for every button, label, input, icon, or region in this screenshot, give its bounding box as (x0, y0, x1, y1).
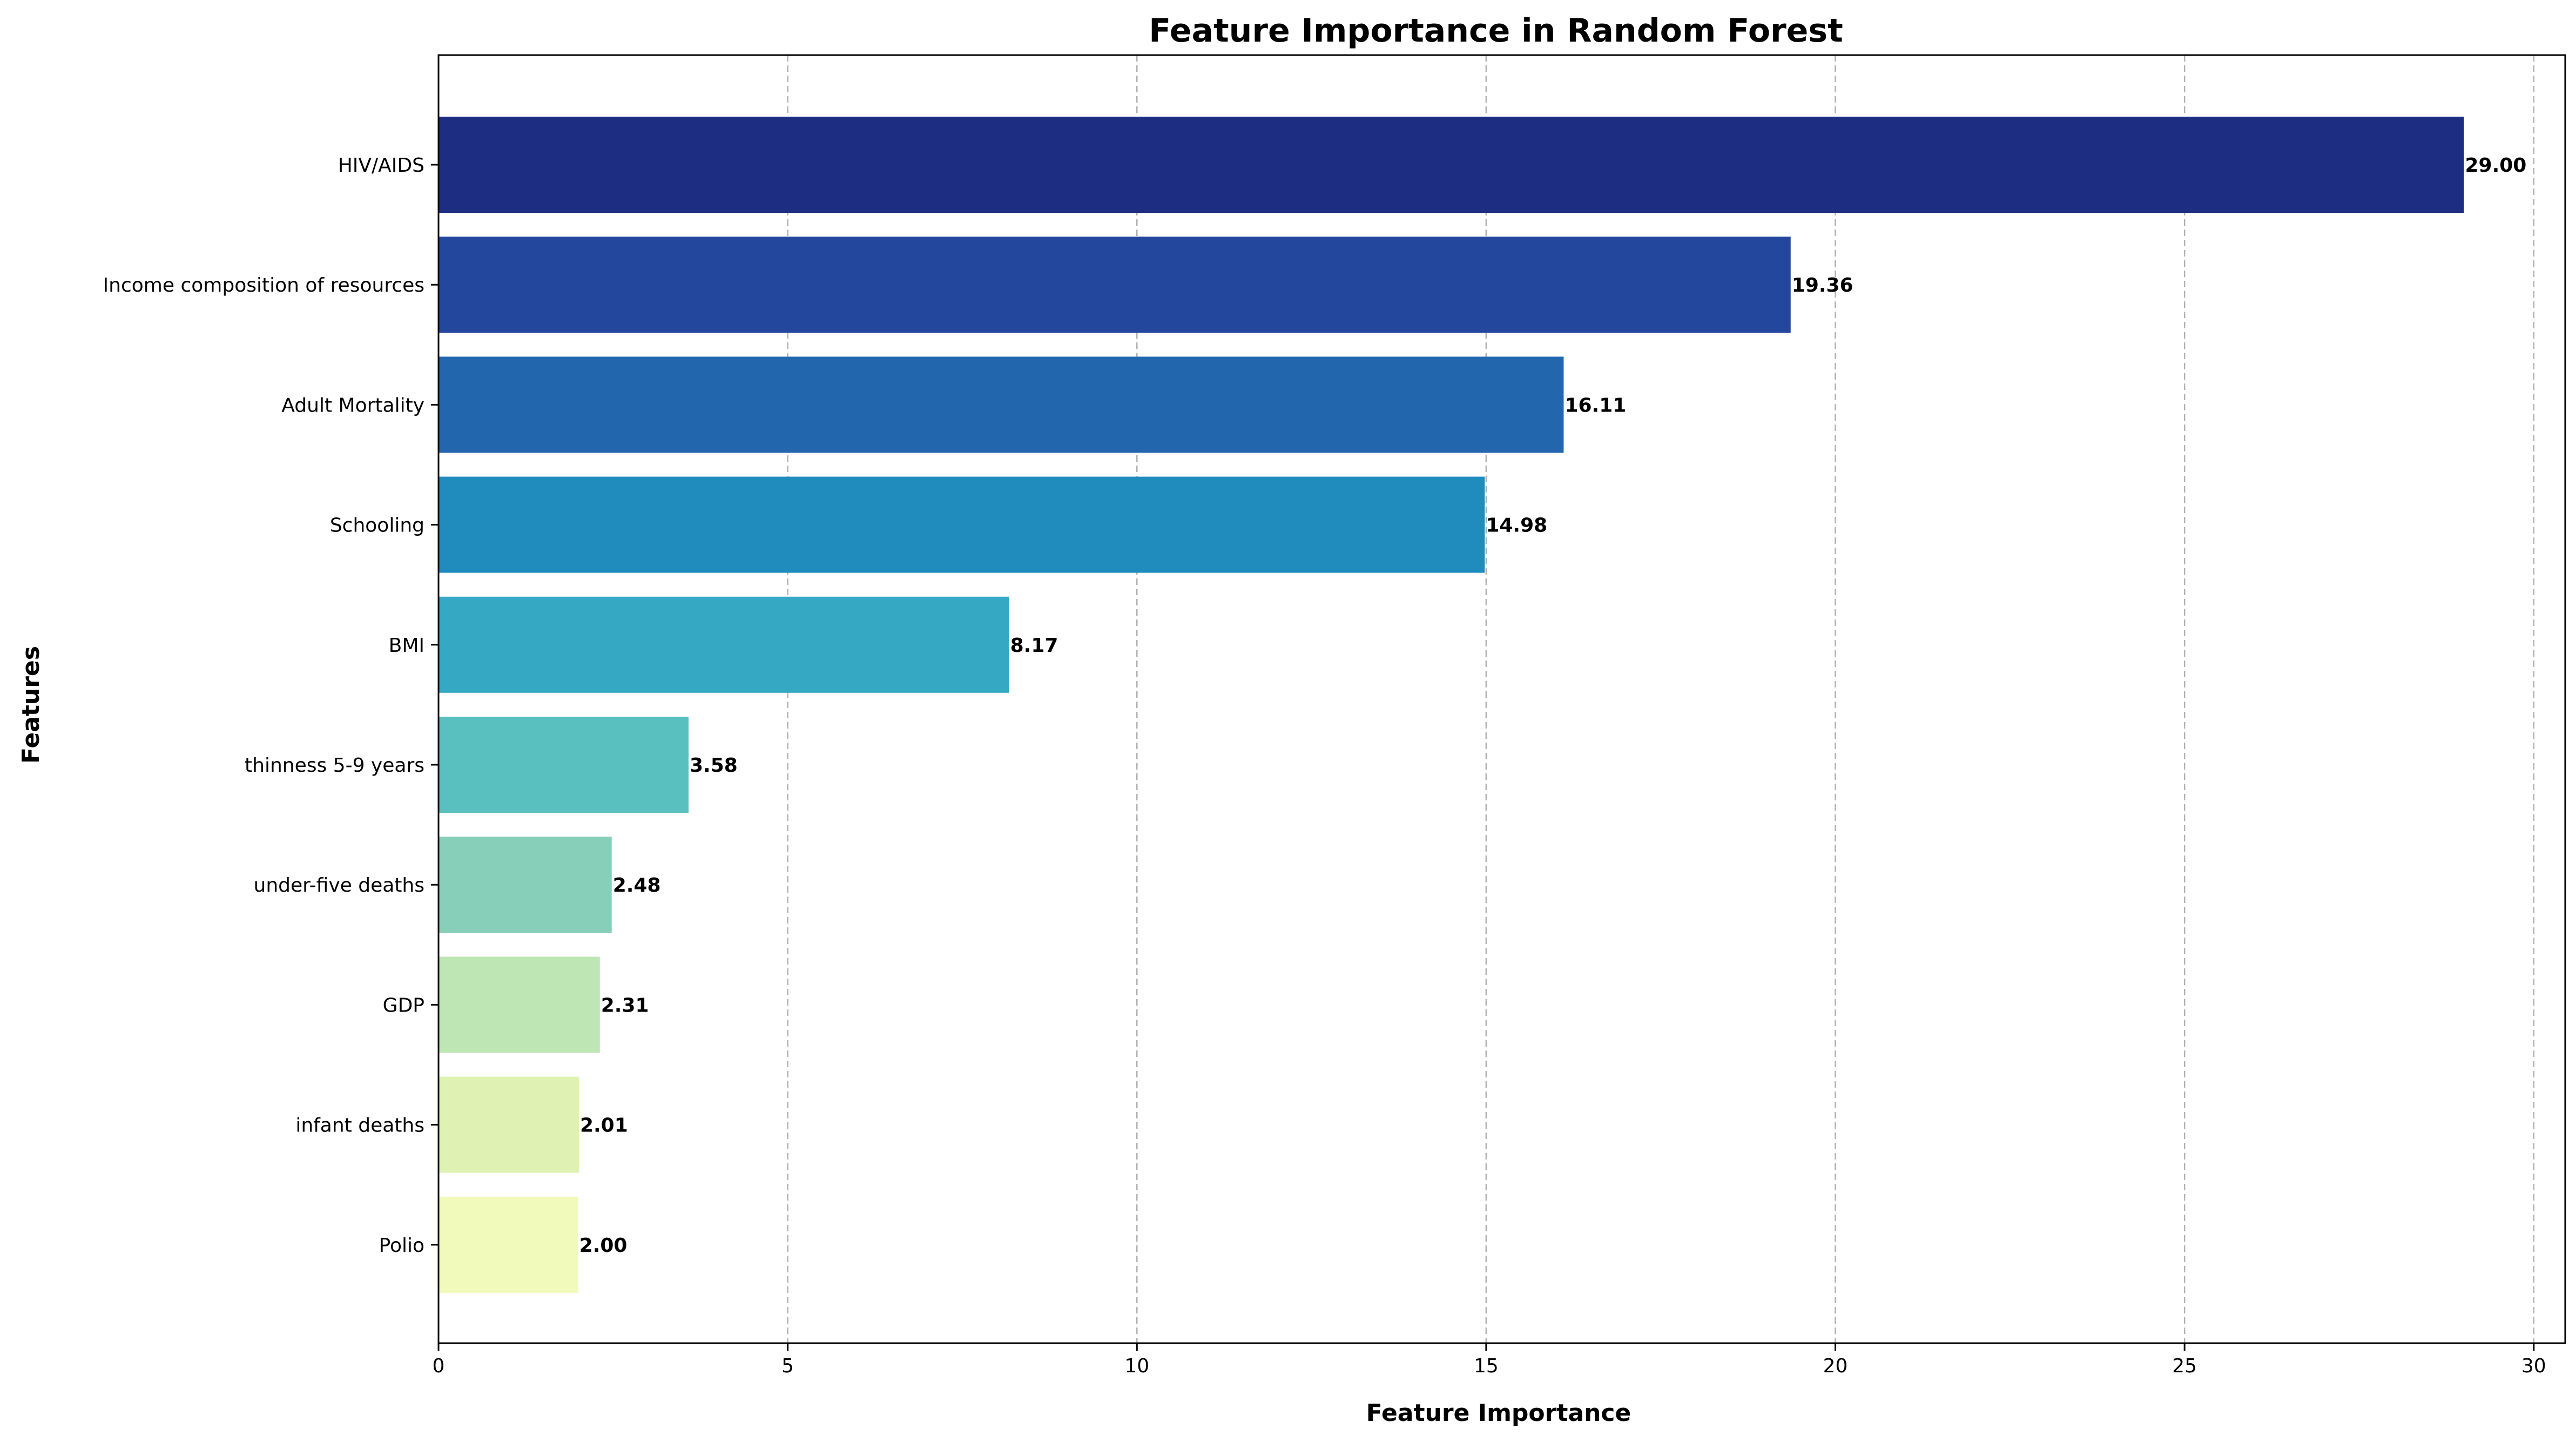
bar (439, 476, 1485, 573)
bar-value-label: 2.31 (601, 994, 649, 1016)
x-axis-title: Feature Importance (1366, 1399, 1631, 1427)
bar-value-label: 14.98 (1486, 515, 1547, 537)
bar-value-label: 16.11 (1565, 394, 1626, 416)
bar-value-label: 2.00 (579, 1235, 628, 1257)
bar-value-labels: 29.00 19.36 16.11 14.98 8.17 3.58 2.48 2.31 2.01… (579, 154, 2527, 1257)
y-axis-title: Features (17, 646, 45, 764)
bar (439, 837, 612, 933)
y-tick-label: Income composition of resources (103, 274, 424, 297)
x-tick-label: 5 (781, 1355, 794, 1377)
bar (439, 717, 689, 813)
bar (439, 596, 1009, 693)
bar-value-label: 2.01 (580, 1115, 628, 1137)
y-tick-label: HIV/AIDS (338, 154, 424, 177)
y-axis-tick-labels: HIV/AIDS Income composition of resources A… (103, 154, 439, 1257)
bar (439, 237, 1791, 333)
bar-value-label: 29.00 (2465, 154, 2526, 177)
y-tick-label: infant deaths (295, 1115, 424, 1137)
bar (439, 117, 2464, 213)
x-tick-label: 0 (433, 1355, 445, 1377)
bar-value-label: 2.48 (613, 874, 661, 897)
y-tick-label: Polio (379, 1235, 424, 1257)
bar (439, 356, 1564, 453)
y-tick-label: under-five deaths (254, 874, 424, 897)
bars (439, 117, 2464, 1293)
x-tick-label: 20 (1823, 1355, 1848, 1377)
y-tick-label: GDP (383, 994, 424, 1016)
x-axis-tick-labels: 0 5 10 15 20 25 30 (433, 1343, 2546, 1377)
bar (439, 1076, 579, 1173)
x-tick-label: 30 (2521, 1355, 2546, 1377)
x-tick-label: 10 (1124, 1355, 1149, 1377)
bar (439, 1196, 578, 1293)
bar-value-label: 8.17 (1010, 635, 1058, 657)
y-tick-label: Adult Mortality (281, 394, 424, 416)
y-tick-label: thinness 5-9 years (245, 754, 424, 777)
y-tick-label: BMI (389, 635, 424, 657)
bar-value-label: 3.58 (690, 754, 738, 777)
x-tick-label: 15 (1474, 1355, 1499, 1377)
bar-value-label: 19.36 (1792, 274, 1853, 297)
plot-area-frame (437, 54, 2566, 1344)
bar (439, 956, 600, 1053)
x-tick-label: 25 (2172, 1355, 2197, 1377)
chart-title: Feature Importance in Random Forest (1149, 12, 1843, 50)
y-tick-label: Schooling (330, 515, 424, 537)
